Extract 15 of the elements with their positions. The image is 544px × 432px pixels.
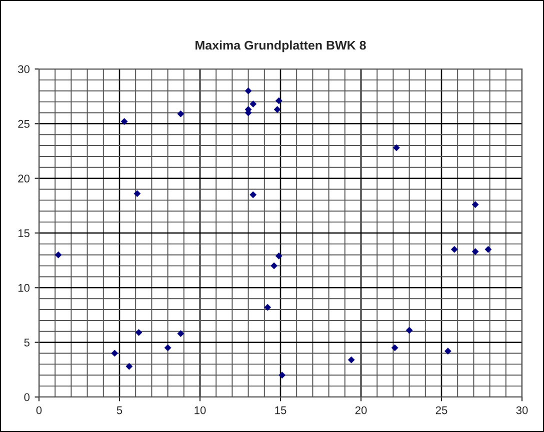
y-tick-label: 25: [18, 120, 30, 128]
x-tick-label: 10: [194, 406, 206, 414]
x-tick-label: 25: [436, 406, 448, 414]
x-tick-label: 30: [516, 406, 528, 414]
x-tick-label: 20: [355, 406, 367, 414]
y-tick-label: 0: [24, 393, 30, 402]
y-tick-label: 30: [18, 65, 30, 74]
y-tick-label: 5: [24, 338, 30, 346]
y-tick-label: 15: [18, 229, 30, 238]
x-tick-label: 0: [36, 406, 42, 414]
x-tick-label: 5: [116, 406, 122, 414]
y-tick-label: 20: [18, 174, 30, 182]
x-tick-label: 15: [275, 406, 286, 414]
y-tick-label: 10: [18, 284, 30, 292]
chart-title: Maxima Grundplatten BWK 8: [196, 40, 366, 52]
